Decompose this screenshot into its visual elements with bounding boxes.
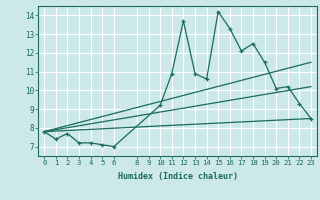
X-axis label: Humidex (Indice chaleur): Humidex (Indice chaleur) bbox=[118, 172, 238, 181]
